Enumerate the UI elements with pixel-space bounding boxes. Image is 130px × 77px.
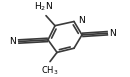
Text: H$_2$N: H$_2$N xyxy=(34,1,53,13)
Text: N: N xyxy=(10,37,16,46)
Text: N: N xyxy=(110,29,116,38)
Text: CH$_3$: CH$_3$ xyxy=(41,64,59,77)
Text: N: N xyxy=(78,16,85,25)
